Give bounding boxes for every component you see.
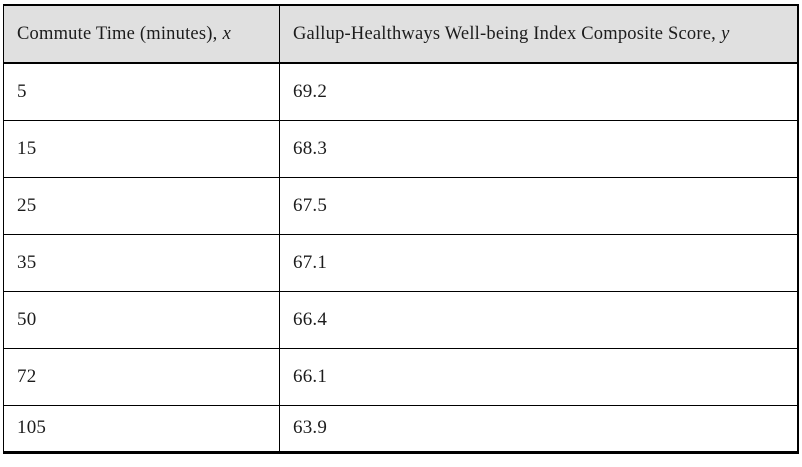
- commute-time-cell: 35: [3, 233, 280, 292]
- commute-time-cell: 25: [3, 176, 280, 235]
- commute-time-cell: 50: [3, 290, 280, 349]
- commute-time-cell: 105: [3, 404, 280, 453]
- wellbeing-score-cell: 68.3: [279, 119, 798, 178]
- table-row: 25 67.5: [3, 176, 798, 235]
- table-body: 5 69.2 15 68.3 25 67.5 35 67.1 50 66.4 7…: [3, 62, 798, 453]
- wellbeing-score-cell: 66.1: [279, 347, 798, 406]
- table-row: 72 66.1: [3, 347, 798, 406]
- column-label: Commute Time (minutes),: [17, 23, 218, 44]
- table-row: 50 66.4: [3, 290, 798, 349]
- commute-time-cell: 5: [3, 62, 280, 121]
- table-row: 35 67.1: [3, 233, 798, 292]
- wellbeing-score-cell: 67.5: [279, 176, 798, 235]
- table-row: 105 63.9: [3, 404, 798, 453]
- column-label: Gallup-Healthways Well-being Index Compo…: [293, 23, 716, 44]
- table-row: 15 68.3: [3, 119, 798, 178]
- wellbeing-score-cell: 66.4: [279, 290, 798, 349]
- commute-time-cell: 15: [3, 119, 280, 178]
- variable-symbol-y: y: [721, 23, 730, 44]
- wellbeing-score-cell: 69.2: [279, 62, 798, 121]
- header-row: Commute Time (minutes), x Gallup-Healthwa…: [3, 4, 798, 64]
- variable-symbol-x: x: [222, 23, 231, 44]
- column-header-commute-time: Commute Time (minutes), x: [3, 4, 280, 64]
- table-header: Commute Time (minutes), x Gallup-Healthwa…: [3, 4, 798, 64]
- wellbeing-score-cell: 63.9: [279, 404, 798, 453]
- table-row: 5 69.2: [3, 62, 798, 121]
- wellbeing-score-cell: 67.1: [279, 233, 798, 292]
- commute-time-cell: 72: [3, 347, 280, 406]
- column-header-wellbeing-score: Gallup-Healthways Well-being Index Compo…: [279, 4, 798, 64]
- commute-wellbeing-table: Commute Time (minutes), x Gallup-Healthwa…: [3, 4, 799, 454]
